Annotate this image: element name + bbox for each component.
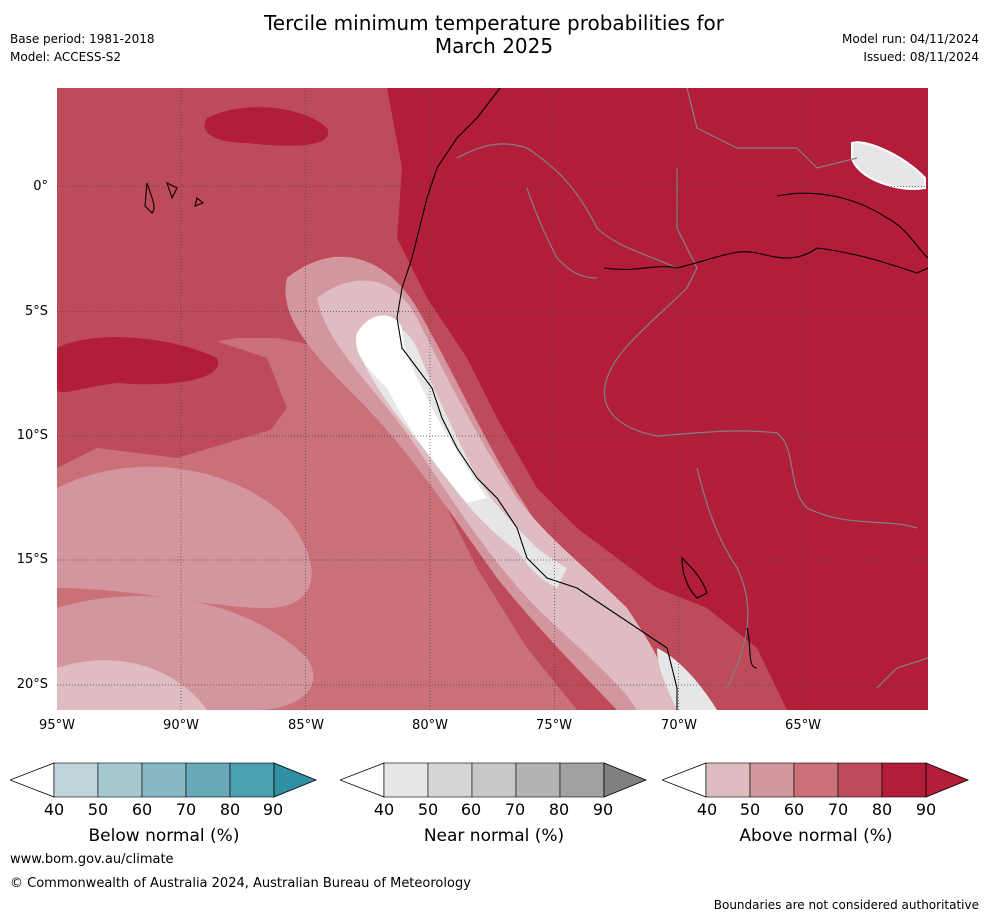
zone-no-dominance	[356, 315, 487, 503]
lat-label-15s: 15°S	[16, 552, 48, 567]
near-tick-70: 70	[504, 800, 526, 819]
zone-near-normal-chile	[657, 648, 717, 710]
below-segment-60	[141, 762, 187, 798]
graticule	[57, 88, 928, 710]
copyright-notice: © Commonwealth of Australia 2024, Austra…	[10, 876, 471, 891]
above-tick-50: 50	[739, 800, 761, 819]
model-name: Model: ACCESS-S2	[10, 50, 122, 64]
near-normal-label: Near normal (%)	[423, 826, 565, 846]
base-period: Base period: 1981-2018	[10, 32, 155, 46]
above-segment-70	[837, 762, 883, 798]
zone-above-50-60-a	[57, 466, 312, 608]
near-segment-40	[383, 762, 429, 798]
lon-label-70w: 70°W	[661, 718, 697, 733]
zone-above-80-90-ocean-2	[57, 337, 219, 393]
above-segment-60	[793, 762, 839, 798]
metadata-left: Base period: 1981-2018 Model: ACCESS-S2	[10, 30, 155, 66]
below-segment-40	[53, 762, 99, 798]
lon-label-85w: 85°W	[288, 718, 324, 733]
above-extend-high	[925, 762, 970, 798]
near-tick-50: 50	[417, 800, 439, 819]
below-tick-90: 90	[262, 800, 284, 819]
zone-above-80-90-ocean-1	[204, 107, 329, 146]
probability-map	[57, 88, 928, 710]
near-segment-60	[471, 762, 517, 798]
boundaries-disclaimer: Boundaries are not considered authoritat…	[713, 898, 979, 912]
below-tick-40: 40	[43, 800, 65, 819]
country-borders	[456, 88, 928, 689]
near-extend-low	[340, 762, 385, 798]
issued-date: Issued: 08/11/2024	[863, 50, 979, 64]
chart-title: Tercile minimum temperature probabilitie…	[0, 12, 988, 58]
below-extend-high	[273, 762, 318, 798]
below-tick-60: 60	[131, 800, 153, 819]
below-segment-80	[229, 762, 275, 798]
lon-label-75w: 75°W	[536, 718, 572, 733]
below-normal-label: Below normal (%)	[88, 826, 240, 846]
near-segment-70	[515, 762, 561, 798]
above-tick-70: 70	[827, 800, 849, 819]
above-segment-50	[749, 762, 795, 798]
colorbar-near	[340, 762, 648, 798]
above-tick-90: 90	[915, 800, 937, 819]
near-tick-60: 60	[460, 800, 482, 819]
lon-label-90w: 90°W	[163, 718, 199, 733]
near-segment-50	[427, 762, 473, 798]
model-run: Model run: 04/11/2024	[841, 32, 979, 46]
website-link[interactable]: www.bom.gov.au/climate	[10, 852, 174, 867]
near-tick-80: 80	[548, 800, 570, 819]
title-line-1: Tercile minimum temperature probabilitie…	[263, 11, 725, 35]
lat-label-10s: 10°S	[16, 428, 48, 443]
above-extend-low	[662, 762, 707, 798]
lat-label-5s: 5°S	[24, 304, 48, 319]
below-segment-50	[97, 762, 143, 798]
near-tick-90: 90	[592, 800, 614, 819]
lon-label-80w: 80°W	[412, 718, 448, 733]
metadata-right: Model run: 04/11/2024 Issued: 08/11/2024	[842, 30, 979, 66]
below-segment-70	[185, 762, 231, 798]
colorbar-above	[662, 762, 970, 798]
near-tick-40: 40	[373, 800, 395, 819]
lat-label-20s: 20°S	[16, 677, 48, 692]
coastline	[144, 88, 928, 710]
near-extend-high	[603, 762, 648, 798]
above-tick-40: 40	[696, 800, 718, 819]
colorbar-below	[10, 762, 318, 798]
above-segment-80	[881, 762, 927, 798]
zone-above-80-90-land	[387, 88, 928, 710]
below-tick-50: 50	[87, 800, 109, 819]
above-tick-60: 60	[783, 800, 805, 819]
near-segment-80	[559, 762, 605, 798]
above-normal-label: Above normal (%)	[739, 826, 893, 846]
below-tick-80: 80	[219, 800, 241, 819]
below-tick-70: 70	[175, 800, 197, 819]
above-segment-40	[705, 762, 751, 798]
lon-label-95w: 95°W	[39, 718, 75, 733]
zone-near-normal-amazon	[851, 141, 926, 190]
lat-label-0: 0°	[33, 179, 48, 194]
above-tick-80: 80	[871, 800, 893, 819]
lon-label-65w: 65°W	[785, 718, 821, 733]
below-extend-low	[10, 762, 55, 798]
title-line-2: March 2025	[434, 34, 554, 58]
